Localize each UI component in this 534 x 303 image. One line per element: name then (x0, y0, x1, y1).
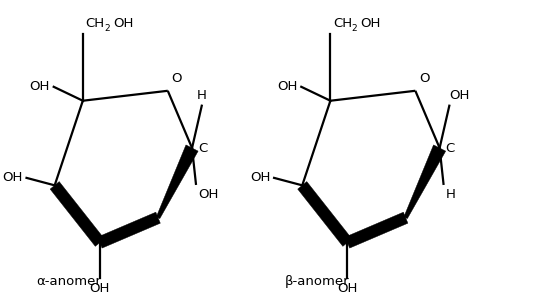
Text: OH: OH (250, 171, 270, 185)
Polygon shape (298, 181, 352, 246)
Text: OH: OH (449, 89, 470, 102)
Text: β-anomer: β-anomer (284, 275, 349, 288)
Text: H: H (445, 188, 456, 201)
Text: 2: 2 (352, 24, 357, 33)
Text: OH: OH (198, 188, 218, 201)
Polygon shape (156, 145, 198, 218)
FancyBboxPatch shape (11, 0, 534, 303)
Text: O: O (171, 72, 182, 85)
Text: OH: OH (277, 80, 297, 93)
Text: CH: CH (333, 17, 352, 30)
Text: CH: CH (86, 17, 105, 30)
Text: C: C (445, 142, 454, 155)
Text: OH: OH (360, 17, 381, 30)
Text: C: C (198, 142, 207, 155)
Polygon shape (98, 212, 160, 248)
Text: OH: OH (90, 282, 110, 295)
Text: OH: OH (113, 17, 134, 30)
Text: OH: OH (29, 80, 50, 93)
Text: OH: OH (337, 282, 358, 295)
Polygon shape (345, 212, 408, 248)
Polygon shape (404, 145, 446, 218)
Text: H: H (197, 89, 207, 102)
Text: α-anomer: α-anomer (37, 275, 101, 288)
Text: OH: OH (2, 171, 22, 185)
Text: 2: 2 (104, 24, 110, 33)
Polygon shape (50, 181, 104, 246)
Text: O: O (419, 72, 430, 85)
